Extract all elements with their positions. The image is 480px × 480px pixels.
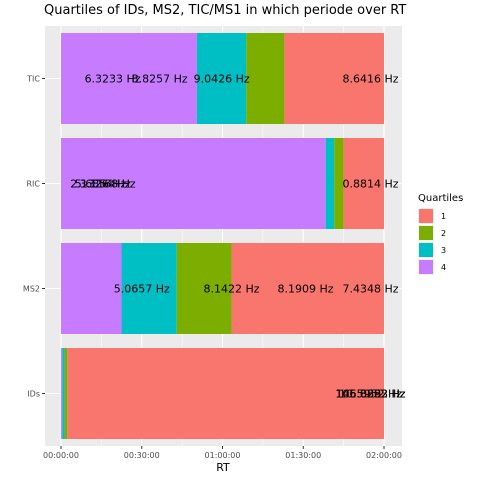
bar-label: 6.3233 Hz [85, 73, 141, 86]
bar-label: 145.8892 Hz [336, 388, 406, 401]
bar-label: 146.0282 Hz [336, 388, 406, 401]
x-axis: 00:00:00 00:30:00 01:00:00 01:30:00 02:00:00 [43, 446, 402, 460]
legend-swatch-2 [419, 226, 433, 240]
bar-label: 106.8853 Hz [336, 388, 406, 401]
bar-ric-quartile-1 [343, 138, 384, 229]
bar-label: 8.8257 Hz [132, 73, 188, 86]
x-tick-label: 00:30:00 [124, 451, 160, 460]
bar-tic-quartile-1 [284, 33, 384, 124]
bar-ric-quartile-3 [325, 138, 335, 229]
legend-swatch-3 [419, 243, 433, 257]
y-axis: IDs MS2 RIC TIC [23, 75, 45, 399]
legend-label-3: 3 [441, 246, 446, 255]
bar-label: 8.6416 Hz [343, 73, 399, 86]
bar-label: 5.6854 Hz [75, 178, 131, 191]
bar-ids-quartile-4 [61, 348, 63, 439]
y-tick-label: MS2 [23, 285, 40, 294]
bar-label: 9.0426 Hz [194, 73, 250, 86]
bars-layer [61, 33, 385, 439]
legend-label-4: 4 [441, 263, 446, 272]
legend-label-2: 2 [441, 229, 446, 238]
x-axis-title: RT [216, 461, 230, 474]
legend-swatch-1 [419, 209, 433, 223]
bar-ms2-quartile-2 [176, 243, 232, 334]
bar-ids-quartile-2 [64, 348, 68, 439]
x-tick-label: 01:00:00 [205, 451, 241, 460]
bar-ric-quartile-4 [61, 138, 326, 229]
x-tick-label: 02:00:00 [366, 451, 402, 460]
bar-ids-quartile-3 [62, 348, 65, 439]
bar-label: 7.4348 Hz [343, 283, 399, 296]
x-tick-label: 00:00:00 [43, 451, 79, 460]
bar-label: 8.1422 Hz [203, 283, 259, 296]
bar-label: 0.8814 Hz [343, 178, 399, 191]
bar-label: 8.1909 Hz [277, 283, 333, 296]
bar-label: 2.1326 Hz [70, 178, 126, 191]
bar-tic-quartile-4 [61, 33, 197, 124]
y-tick-label: RIC [26, 180, 40, 189]
y-tick-label: IDs [27, 390, 40, 399]
bar-ms2-quartile-4 [61, 243, 122, 334]
bar-tic-quartile-2 [246, 33, 285, 124]
legend-swatch-4 [419, 260, 433, 274]
bar-label: 10.5952 Hz [339, 388, 402, 401]
legend-label-1: 1 [441, 212, 446, 221]
bar-ms2-quartile-3 [121, 243, 177, 334]
bar-labels-layer: 6.3233 Hz8.8257 Hz 9.0426 Hz 8.6416 Hz 2.13… [70, 73, 406, 401]
legend: Quartiles 1 2 3 4 [418, 193, 463, 275]
legend-title: Quartiles [418, 193, 463, 204]
x-tick-label: 01:30:00 [285, 451, 321, 460]
y-tick-label: TIC [26, 75, 40, 84]
bar-label: 3.1168 Hz [80, 178, 136, 191]
chart-title: Quartiles of IDs, MS2, TIC/MS1 in which … [44, 3, 406, 18]
bar-tic-quartile-3 [196, 33, 247, 124]
bar-ric-quartile-2 [334, 138, 344, 229]
bar-ms2-quartile-1 [231, 243, 384, 334]
bar-label: 5.0657 Hz [114, 283, 170, 296]
bar-ids-quartile-1 [67, 348, 385, 439]
